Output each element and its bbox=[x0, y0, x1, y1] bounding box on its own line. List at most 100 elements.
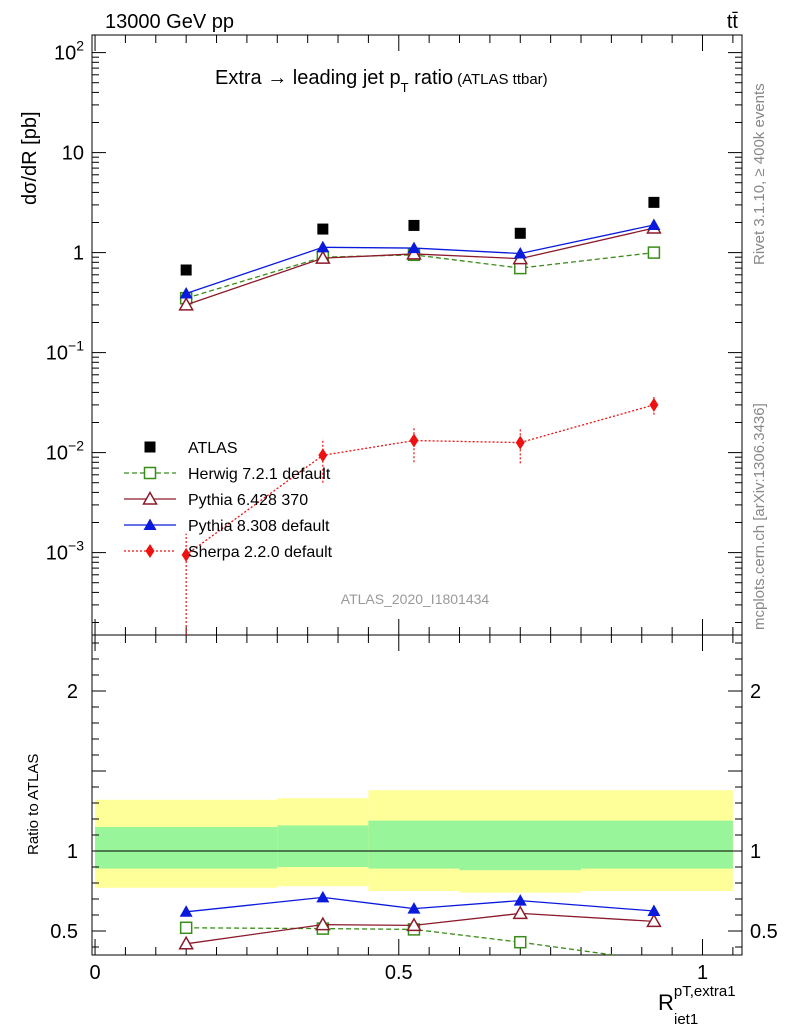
main-y-tick-label: 10−2 bbox=[46, 438, 84, 465]
point-pythia6-1 bbox=[315, 250, 331, 264]
ratio-point-pythia6-1 bbox=[315, 916, 331, 931]
point-pythia8-2 bbox=[407, 241, 421, 254]
point-atlas-2 bbox=[408, 219, 420, 231]
point-atlas-4 bbox=[648, 196, 660, 208]
energy-label: 13000 GeV pp bbox=[105, 11, 234, 33]
legend-marker-pythia6 bbox=[142, 490, 158, 505]
point-sherpa-2 bbox=[409, 433, 419, 448]
rivet-label: Rivet 3.1.10, ≥ 400k events bbox=[751, 83, 768, 265]
point-pythia8-3 bbox=[513, 246, 527, 259]
ratio-point-herwig-0 bbox=[179, 921, 193, 935]
tick-base: 10 bbox=[54, 43, 76, 65]
mcplots-label: mcplots.cern.ch [arXiv:1306.3436] bbox=[751, 403, 768, 630]
ratio-series-layer bbox=[178, 890, 662, 955]
legend: ATLAS Herwig 7.2.1 default Pythia 6.428 37… bbox=[124, 440, 333, 561]
legend-item-herwig: Herwig 7.2.1 default bbox=[124, 466, 331, 483]
main-y-tick-label: 10−3 bbox=[46, 538, 84, 565]
x-axis-label-sub: jet1 bbox=[673, 1011, 698, 1024]
series-sherpa bbox=[181, 396, 659, 635]
ratio-y-tick-label-left: 1 bbox=[67, 841, 78, 863]
ratio-y-tick-label-left: 0.5 bbox=[50, 921, 78, 943]
main-title-sub: T bbox=[401, 80, 409, 95]
point-sherpa-4 bbox=[649, 397, 659, 412]
main-y-tick-label: 10 bbox=[62, 143, 84, 165]
tick-exp: −1 bbox=[68, 338, 84, 354]
ratio-series-pythia6 bbox=[178, 905, 662, 950]
legend-item-atlas: ATLAS bbox=[144, 440, 238, 457]
point-pythia8-0 bbox=[179, 287, 193, 299]
ratio-point-pythia8-4 bbox=[647, 904, 661, 916]
x-axis-label-main: R bbox=[658, 990, 674, 1015]
tick-base: 1 bbox=[73, 243, 84, 265]
x-tick-label: 1 bbox=[697, 962, 708, 984]
band-inner-1 bbox=[277, 825, 369, 867]
legend-marker-pythia8 bbox=[143, 518, 157, 530]
legend-label-sherpa: Sherpa 2.2.0 default bbox=[188, 544, 333, 561]
band-inner-2 bbox=[368, 820, 460, 869]
ratio-y-tick-label-right: 0.5 bbox=[750, 921, 778, 943]
x-axis-label-sup: pT,extra1 bbox=[674, 983, 736, 1000]
legend-label-herwig: Herwig 7.2.1 default bbox=[188, 466, 331, 483]
legend-label-pythia8: Pythia 8.308 default bbox=[188, 518, 330, 535]
ratio-point-pythia8-1 bbox=[316, 890, 330, 903]
point-pythia6-2 bbox=[406, 245, 422, 260]
point-sherpa-0 bbox=[181, 547, 191, 562]
main-title-note: (ATLAS ttbar) bbox=[457, 71, 548, 88]
ratio-point-pythia8-2 bbox=[407, 902, 421, 914]
x-axis-label: RpT,extra1 jet1 bbox=[658, 983, 736, 1024]
point-pythia8-4 bbox=[647, 218, 661, 230]
ratio-point-pythia6-3 bbox=[512, 905, 529, 920]
ratio-y-axis-label: Ratio to ATLAS bbox=[25, 754, 42, 855]
ratio-y-tick-label-left: 2 bbox=[67, 681, 78, 703]
tick-base: 10 bbox=[46, 343, 68, 365]
point-sherpa-1 bbox=[318, 448, 328, 463]
legend-marker-herwig bbox=[143, 466, 157, 480]
main-title: Extra → leading jet pT ratio (ATLAS ttbar… bbox=[215, 67, 548, 95]
point-pythia8-1 bbox=[316, 240, 330, 253]
main-series-layer bbox=[178, 196, 662, 635]
main-y-tick-label: 102 bbox=[54, 38, 84, 65]
main-y-tick-label: 1 bbox=[73, 243, 84, 265]
series-atlas bbox=[180, 196, 660, 276]
ratio-point-pythia6-4 bbox=[646, 913, 662, 928]
legend-item-pythia6: Pythia 6.428 370 bbox=[124, 490, 308, 509]
x-tick-label: 0 bbox=[89, 962, 100, 984]
main-title-text: Extra → leading jet p bbox=[215, 67, 401, 89]
ratio-point-herwig-3 bbox=[514, 935, 527, 949]
legend-item-pythia8: Pythia 8.308 default bbox=[124, 518, 330, 535]
tick-base: 10 bbox=[46, 443, 68, 465]
tick-exp: 2 bbox=[76, 38, 84, 54]
legend-label-pythia6: Pythia 6.428 370 bbox=[188, 492, 308, 509]
legend-marker-sherpa bbox=[145, 544, 155, 558]
ratio-series-clipped bbox=[178, 890, 662, 955]
main-title-tail: ratio bbox=[409, 67, 453, 89]
point-atlas-1 bbox=[317, 223, 329, 235]
ratio-plot-frame bbox=[91, 634, 743, 956]
point-herwig-4 bbox=[647, 246, 661, 259]
point-sherpa-3 bbox=[515, 435, 525, 450]
ratio-line-pythia8 bbox=[186, 896, 654, 913]
ratio-point-pythia8-0 bbox=[179, 905, 193, 917]
main-y-tick-label: 10−1 bbox=[46, 338, 84, 365]
legend-label-atlas: ATLAS bbox=[188, 440, 238, 457]
ratio-uncertainty-bands bbox=[95, 790, 733, 893]
legend-item-sherpa: Sherpa 2.2.0 default bbox=[124, 544, 333, 561]
main-y-axis-label: dσ/dR [pb] bbox=[19, 111, 41, 205]
ratio-point-pythia6-2 bbox=[406, 917, 422, 932]
point-atlas-3 bbox=[514, 227, 526, 239]
x-tick-label: 0.5 bbox=[385, 962, 413, 984]
legend-marker-atlas bbox=[144, 441, 156, 453]
point-pythia6-0 bbox=[178, 296, 194, 311]
band-inner-3 bbox=[459, 820, 582, 871]
ratio-y-tick-label-right: 2 bbox=[750, 681, 761, 703]
band-inner-0 bbox=[95, 827, 278, 869]
series-pythia8 bbox=[179, 218, 661, 299]
process-label: tt̄ bbox=[727, 11, 739, 33]
analysis-id: ATLAS_2020_I1801434 bbox=[341, 591, 490, 607]
series-pythia6 bbox=[178, 220, 662, 311]
ratio-y-tick-label-right: 1 bbox=[750, 841, 761, 863]
series-herwig bbox=[179, 246, 661, 305]
band-inner-4 bbox=[581, 820, 733, 869]
